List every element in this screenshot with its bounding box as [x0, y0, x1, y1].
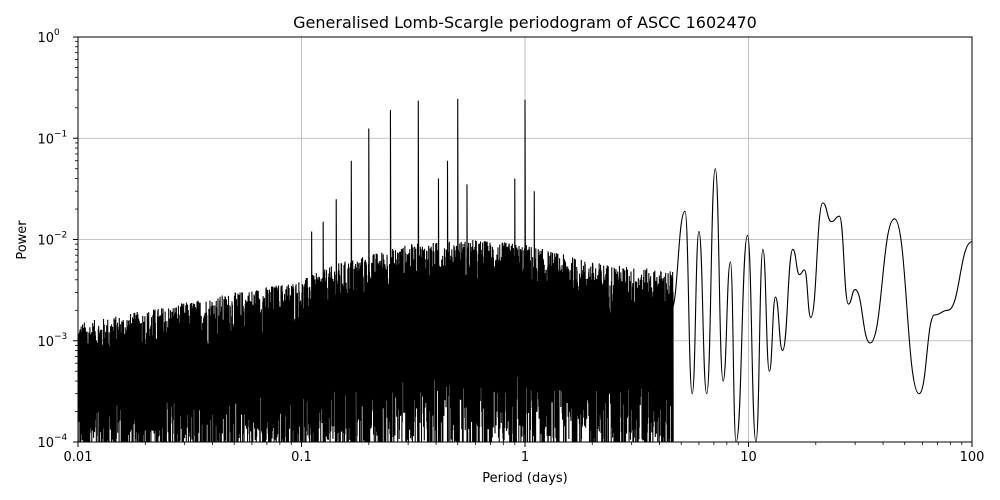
y-tick-label: 10	[37, 31, 54, 46]
x-tick-label: 0.1	[291, 450, 312, 465]
chart-title: Generalised Lomb-Scargle periodogram of …	[293, 13, 757, 32]
x-axis-label: Period (days)	[482, 471, 568, 486]
y-tick-label: 10	[37, 234, 54, 249]
x-tick-label: 1	[521, 450, 529, 465]
y-tick-label: 10	[37, 132, 54, 147]
x-tick-label: 0.01	[64, 450, 93, 465]
svg-text:−4: −4	[54, 433, 68, 443]
svg-text:−2: −2	[54, 231, 67, 241]
svg-text:−3: −3	[54, 332, 67, 342]
y-tick-label: 10	[37, 335, 54, 350]
svg-text:−1: −1	[54, 129, 67, 139]
x-tick-label: 10	[740, 450, 757, 465]
y-axis-label: Power	[15, 220, 30, 260]
svg-text:0: 0	[54, 28, 60, 38]
y-tick-label: 10	[37, 436, 54, 451]
x-tick-label: 100	[960, 450, 985, 465]
x-axis-ticks: 0.01 0.1 1 10 100	[64, 442, 985, 465]
